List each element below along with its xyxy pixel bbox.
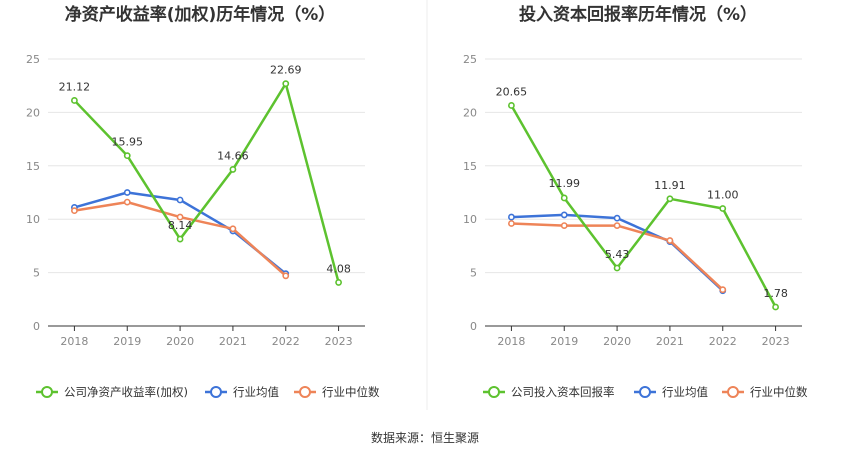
- data-label: 5.43: [605, 248, 630, 261]
- y-tick-label: 15: [463, 160, 477, 173]
- legend-marker: [639, 386, 651, 398]
- data-label: 11.99: [549, 177, 581, 190]
- y-tick-label: 0: [470, 320, 477, 333]
- legend-label: 行业均值: [662, 385, 708, 399]
- x-tick-label: 2019: [550, 335, 578, 348]
- x-tick-label: 2022: [709, 335, 737, 348]
- legend-marker: [299, 386, 311, 398]
- data-point: [229, 166, 237, 173]
- data-label: 14.66: [217, 149, 249, 162]
- data-point: [560, 194, 568, 202]
- data-point: [560, 222, 568, 230]
- data-point: [123, 152, 131, 160]
- y-tick-label: 20: [463, 106, 477, 119]
- data-point: [508, 213, 515, 221]
- data-point: [71, 97, 78, 104]
- x-tick-label: 2020: [603, 335, 631, 348]
- chart-title: 净资产收益率(加权)历年情况（%）: [65, 4, 336, 25]
- data-point: [176, 196, 184, 204]
- data-point: [666, 195, 674, 203]
- legend-marker: [488, 386, 500, 398]
- y-tick-label: 0: [33, 320, 40, 333]
- legend-marker: [210, 386, 222, 398]
- data-point: [613, 264, 621, 272]
- x-tick-label: 2019: [113, 335, 141, 348]
- x-tick-label: 2023: [762, 335, 790, 348]
- y-tick-label: 10: [26, 213, 40, 226]
- data-point: [772, 303, 779, 311]
- data-point: [282, 80, 290, 88]
- y-tick-label: 25: [463, 53, 477, 66]
- legend-item[interactable]: 行业中位数: [294, 385, 380, 399]
- data-point: [508, 102, 515, 109]
- legend-label: 行业中位数: [750, 385, 808, 399]
- x-tick-label: 2020: [166, 335, 194, 348]
- x-tick-label: 2022: [272, 335, 300, 348]
- legend-marker: [41, 386, 53, 398]
- data-label: 11.91: [654, 179, 686, 192]
- y-tick-label: 25: [26, 53, 40, 66]
- data-label: 20.65: [496, 85, 528, 98]
- series-line: [510, 104, 777, 308]
- data-point: [508, 220, 515, 227]
- legend-item[interactable]: 行业中位数: [722, 385, 808, 399]
- x-tick-label: 2021: [219, 335, 247, 348]
- data-point: [229, 225, 237, 233]
- data-point: [123, 189, 131, 196]
- data-label: 22.69: [270, 64, 302, 77]
- roic-chart-panel: 投入资本回报率历年情况（%） 0 5 10 15 20 25 2018 2019 2020 202…: [463, 4, 808, 399]
- data-point: [613, 214, 621, 222]
- data-point: [123, 198, 131, 206]
- x-tick-label: 2018: [497, 335, 525, 348]
- y-tick-label: 5: [470, 267, 477, 280]
- legend-label: 行业中位数: [322, 385, 380, 399]
- legend-item[interactable]: 行业均值: [634, 385, 708, 399]
- legend-item[interactable]: 公司净资产收益率(加权): [36, 385, 188, 399]
- data-point: [613, 222, 621, 230]
- roe-chart-panel: 净资产收益率(加权)历年情况（%） 0 5 10 15 20 25 2018 2019 2020…: [26, 4, 380, 399]
- legend-marker: [727, 386, 739, 398]
- legend-label: 公司投入资本回报率: [511, 385, 615, 399]
- x-tick-label: 2023: [325, 335, 353, 348]
- series-line: [73, 82, 340, 283]
- legend-item[interactable]: 公司投入资本回报率: [483, 385, 615, 399]
- y-tick-label: 5: [33, 267, 40, 280]
- data-point: [176, 213, 184, 221]
- data-point: [719, 286, 727, 294]
- legend-label: 行业均值: [233, 385, 279, 399]
- data-label: 1.78: [763, 287, 788, 300]
- data-point: [176, 235, 184, 243]
- data-label: 4.08: [326, 262, 351, 275]
- legend-item[interactable]: 行业均值: [205, 385, 279, 399]
- y-tick-label: 15: [26, 160, 40, 173]
- y-tick-label: 20: [26, 106, 40, 119]
- data-label: 11.00: [707, 189, 739, 202]
- x-tick-label: 2018: [60, 335, 88, 348]
- data-label: 21.12: [59, 80, 91, 93]
- data-label: 8.14: [168, 219, 193, 232]
- data-point: [335, 279, 342, 286]
- x-tick-label: 2021: [656, 335, 684, 348]
- data-point: [282, 272, 290, 280]
- data-point: [71, 207, 78, 215]
- legend-label: 公司净资产收益率(加权): [64, 385, 188, 399]
- data-point: [666, 237, 674, 244]
- y-tick-label: 10: [463, 213, 477, 226]
- data-point: [560, 211, 568, 219]
- chart-title: 投入资本回报率历年情况（%）: [519, 4, 757, 25]
- data-point: [719, 205, 727, 212]
- data-source-label: 数据来源：恒生聚源: [371, 430, 479, 445]
- data-label: 15.95: [112, 136, 144, 149]
